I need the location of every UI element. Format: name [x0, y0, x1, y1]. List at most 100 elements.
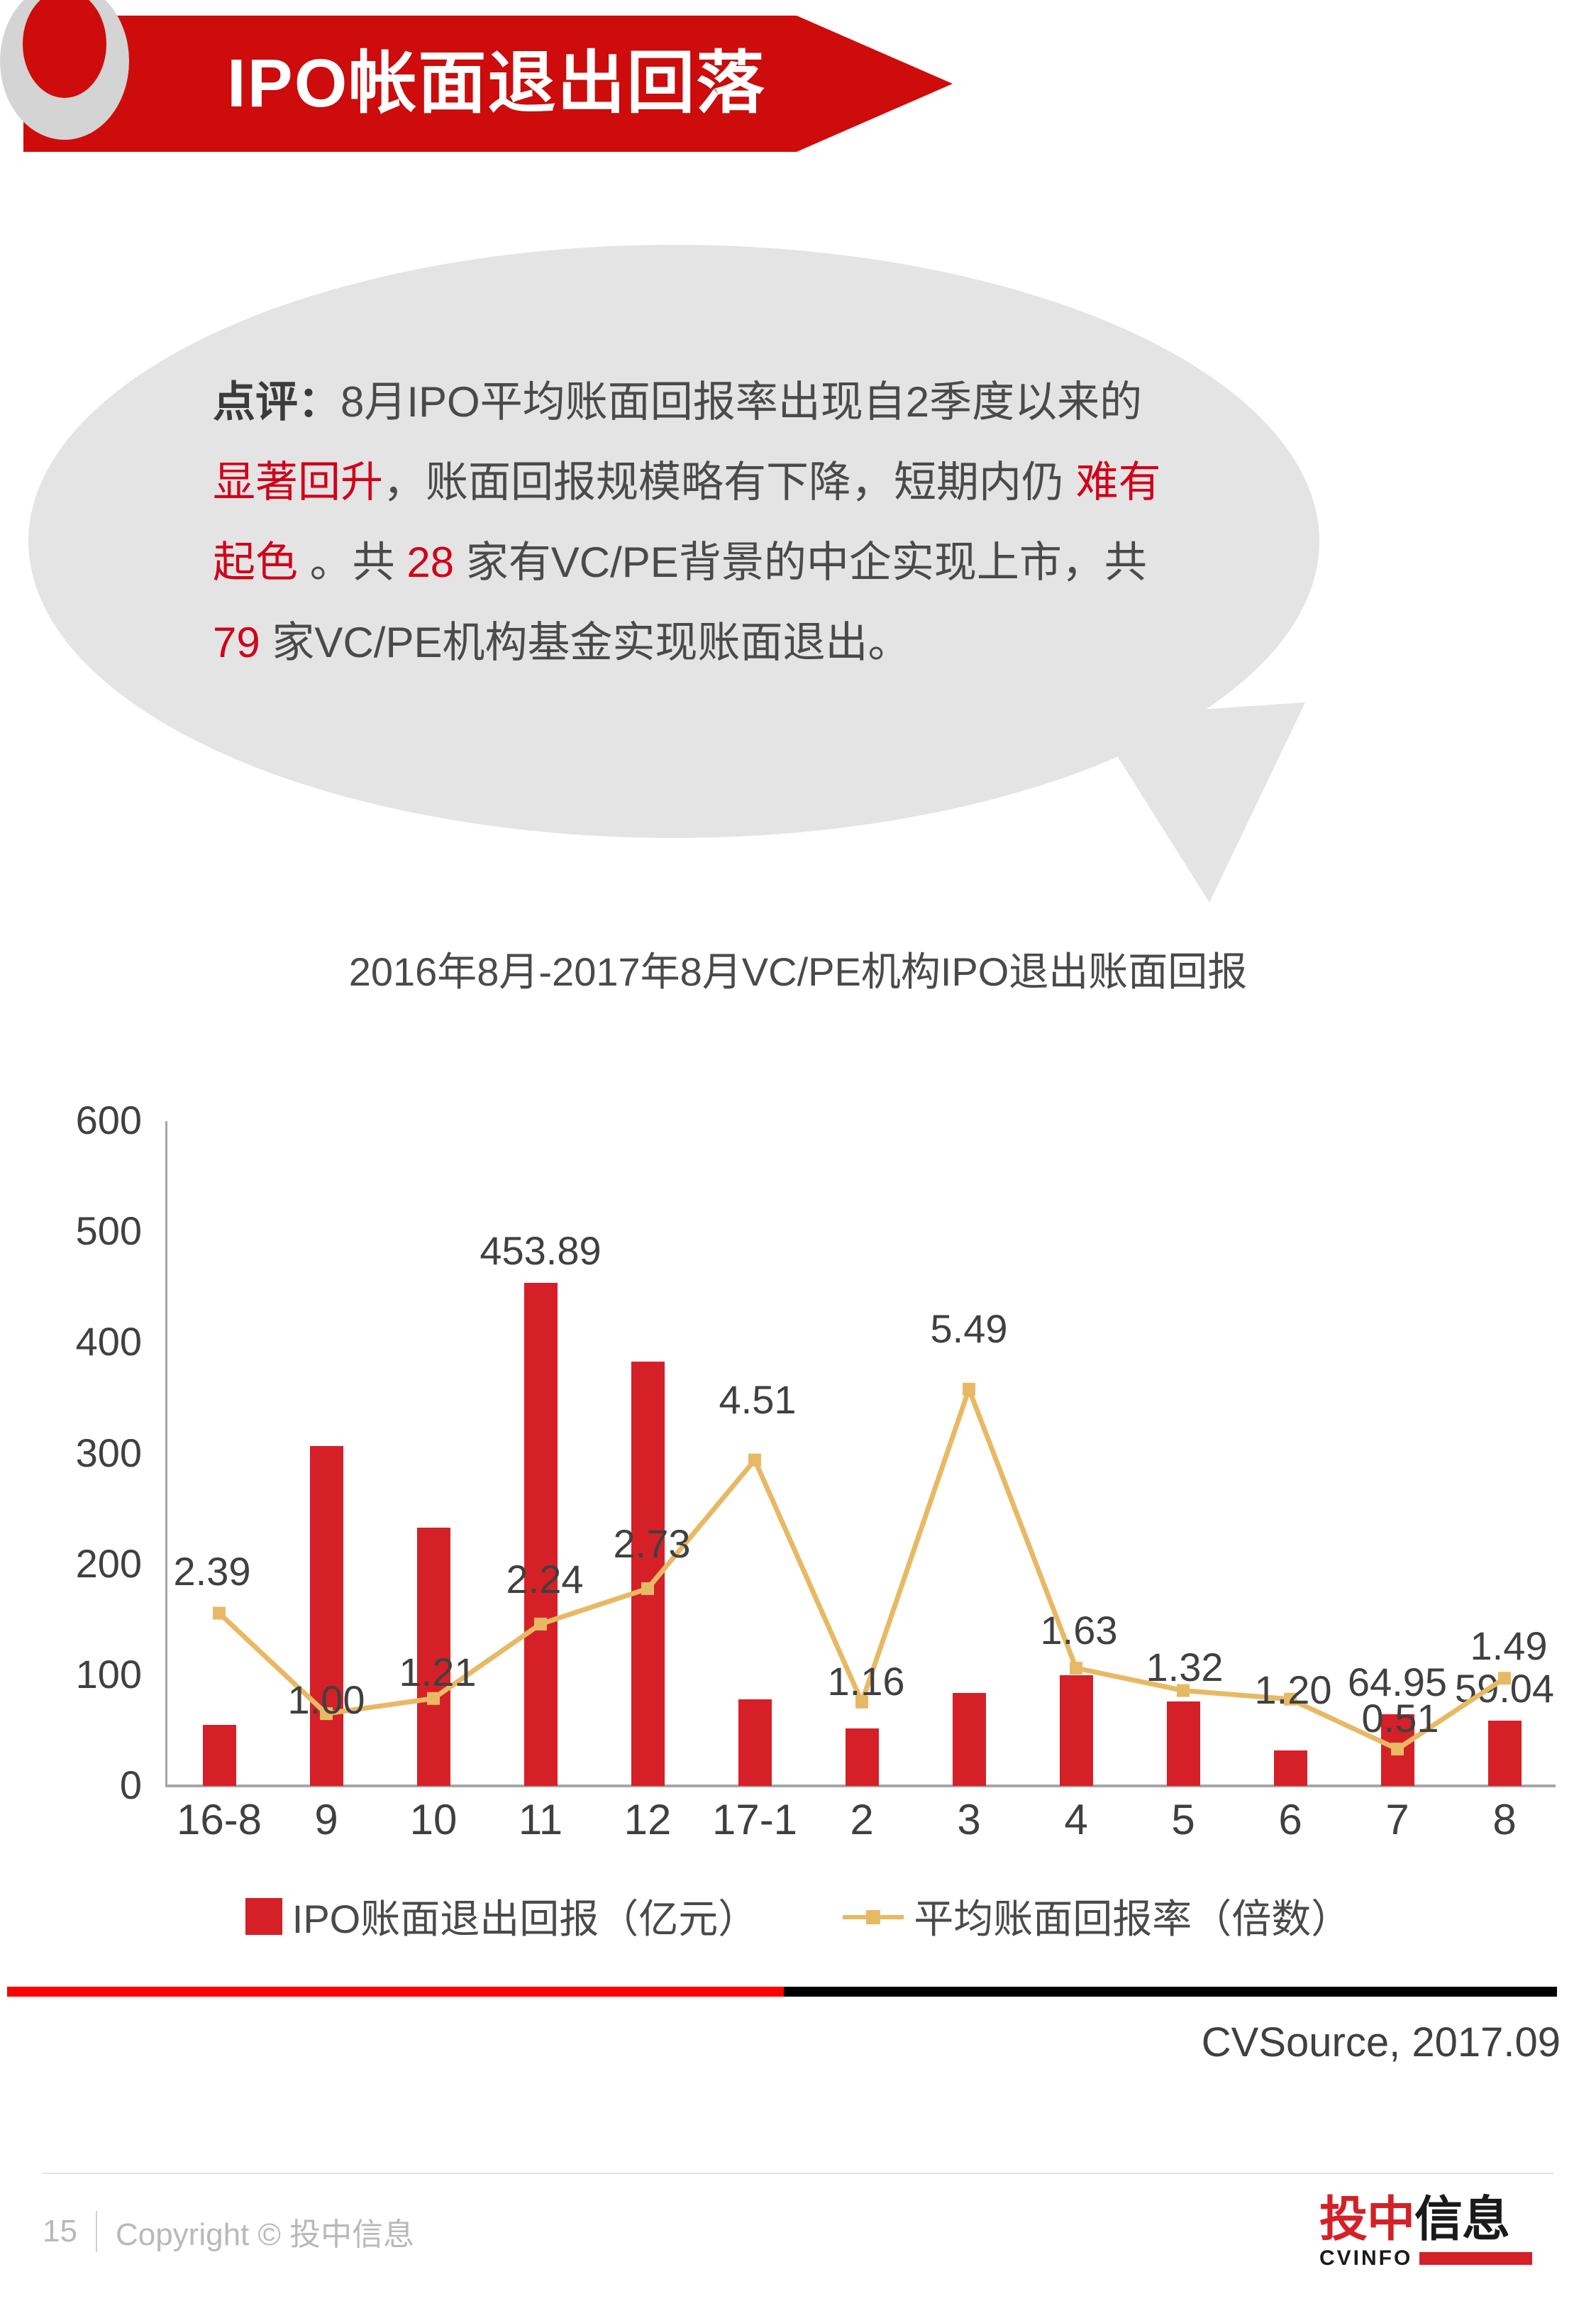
line-series	[213, 1381, 1511, 1756]
bar-label-7: 64.95	[1347, 1659, 1448, 1704]
logo-cn-black: 信息	[1414, 2192, 1510, 2246]
line-label-8: 1.49	[1470, 1623, 1548, 1669]
x-axis-tick-11: 11	[518, 1796, 563, 1843]
legend-line-label: 平均账面回报率（倍数）	[914, 1897, 1351, 1941]
page-number: 15	[43, 2214, 77, 2249]
line-label-5: 1.32	[1146, 1644, 1224, 1689]
bar-4[interactable]	[1059, 1675, 1093, 1786]
x-axis-tick-3: 3	[957, 1796, 981, 1843]
chart-source: CVSource, 2017.09	[1201, 2019, 1561, 2065]
bar-3[interactable]	[952, 1692, 986, 1786]
page-title: IPO帐面退出回落	[227, 45, 766, 121]
line-label-2: 1.16	[827, 1658, 905, 1704]
commentary-line3-dark-a: 。共	[309, 539, 395, 586]
line-label-7: 0.51	[1361, 1696, 1439, 1741]
y-axis-tick: 300	[75, 1430, 142, 1475]
x-axis-tick-4: 4	[1064, 1796, 1088, 1843]
line-marker-10[interactable]	[427, 1692, 440, 1705]
line-marker-4[interactable]	[1070, 1661, 1082, 1675]
line-label-11: 2.24	[506, 1556, 584, 1601]
chart-title: 2016年8月-2017年8月VC/PE机构IPO退出账面回报	[348, 949, 1248, 994]
commentary-highlight-1: 显著回升	[213, 458, 383, 506]
x-axis-tick-8: 8	[1492, 1796, 1517, 1843]
line-marker-6[interactable]	[1284, 1692, 1297, 1706]
brand-logo: 投中信息 CVINFO	[1319, 2194, 1532, 2279]
line-marker-8[interactable]	[1498, 1672, 1511, 1685]
x-axis-tick-16-8: 16-8	[176, 1796, 262, 1843]
y-axis-tick: 100	[75, 1651, 142, 1697]
y-axis-tick: 400	[75, 1319, 142, 1364]
copyright-text: Copyright © 投中信息	[115, 2217, 415, 2252]
bar-8[interactable]	[1487, 1720, 1522, 1786]
commentary-line1-rest: 8月IPO平均账面回报率出现自2季度以来的	[340, 378, 1143, 426]
section-divider	[7, 1987, 1557, 1997]
y-axis-tick: 500	[75, 1208, 142, 1254]
commentary-count-ipo: 28	[406, 539, 455, 586]
footer-divider	[43, 2173, 1553, 2174]
commentary-highlight-2: 难有	[1075, 458, 1161, 506]
legend-bar-swatch-icon	[245, 1897, 282, 1935]
bar-17-1[interactable]	[738, 1699, 772, 1786]
x-axis-tick-5: 5	[1171, 1796, 1195, 1843]
bar-16-8[interactable]	[202, 1725, 236, 1786]
commentary-line4-dark: 家VC/PE机构基金实现账面退出。	[272, 619, 911, 666]
y-axis-tick: 600	[75, 1098, 142, 1142]
bar-label-11: 453.89	[480, 1228, 602, 1274]
legend-bar-label: IPO账面退出回报（亿元）	[292, 1897, 758, 1941]
logo-red-bar	[1419, 2252, 1532, 2265]
legend-item-line[interactable]: 平均账面回报率（倍数）	[843, 1887, 1351, 1945]
y-axis-line	[165, 1121, 167, 1786]
line-label-16-8: 2.39	[173, 1548, 251, 1594]
commentary-line3-dark-b: 家有VC/PE背景的中企实现上市，共	[465, 539, 1147, 586]
decorative-ring-inner	[23, 0, 106, 98]
bar-5[interactable]	[1166, 1701, 1200, 1786]
y-axis-tick: 200	[75, 1540, 142, 1586]
x-axis-tick-12: 12	[624, 1796, 672, 1843]
line-label-9: 1.00	[287, 1677, 365, 1723]
commentary-line-1: 点评：8月IPO平均账面回报率出现自2季度以来的	[213, 362, 1305, 442]
header-banner-shape	[23, 16, 953, 152]
x-axis-tick-6: 6	[1278, 1796, 1302, 1843]
chart-legend: IPO账面退出回报（亿元） 平均账面回报率（倍数）	[0, 1887, 1596, 1945]
x-axis-tick-2: 2	[850, 1796, 874, 1843]
bar-2[interactable]	[845, 1728, 879, 1786]
line-marker-12[interactable]	[641, 1582, 654, 1595]
line-marker-2[interactable]	[855, 1695, 868, 1709]
commentary-highlight-3: 起色	[213, 539, 298, 586]
line-marker-3[interactable]	[963, 1382, 975, 1396]
line-label-17-1: 4.51	[719, 1377, 797, 1422]
y-axis-tick: 0	[119, 1762, 142, 1807]
line-label-12: 2.73	[613, 1521, 691, 1566]
bar-10[interactable]	[416, 1528, 450, 1786]
legend-line-swatch-icon	[843, 1898, 904, 1935]
commentary-line-2: 显著回升，账面回报规模略有下降，短期内仍 难有	[213, 442, 1305, 522]
line-marker-17-1[interactable]	[748, 1453, 761, 1467]
x-axis-tick-9: 9	[314, 1796, 338, 1843]
divider-black-segment	[784, 1987, 1557, 1997]
bar-6[interactable]	[1273, 1750, 1307, 1786]
line-label-4: 1.63	[1040, 1607, 1118, 1653]
footer-separator	[95, 2211, 97, 2252]
commentary-text: 点评：8月IPO平均账面回报率出现自2季度以来的 显著回升，账面回报规模略有下降…	[213, 362, 1305, 683]
bar-9[interactable]	[309, 1445, 343, 1786]
line-marker-16-8[interactable]	[213, 1606, 226, 1620]
line-marker-11[interactable]	[534, 1617, 547, 1631]
line-marker-7[interactable]	[1391, 1743, 1404, 1756]
commentary-line-4: 79 家VC/PE机构基金实现账面退出。	[213, 602, 1305, 683]
combo-chart: 600 500 400 300 200 100 0 453.89 64.95 59.04 2.3…	[0, 1096, 1596, 1843]
legend-item-bar[interactable]: IPO账面退出回报（亿元）	[245, 1887, 758, 1945]
logo-cn-red: 投中	[1319, 2192, 1415, 2246]
commentary-line-3: 起色 。共 28 家有VC/PE背景的中企实现上市，共	[213, 522, 1305, 602]
x-axis-tick-10: 10	[409, 1796, 458, 1843]
line-marker-9[interactable]	[320, 1707, 333, 1721]
decorative-ring-icon	[0, 0, 129, 140]
page-header: IPO帐面退出回落	[0, 0, 993, 184]
divider-red-segment	[7, 1987, 784, 1997]
logo-latin: CVINFO	[1319, 2246, 1413, 2270]
commentary-label: 点评	[213, 378, 298, 426]
bar-11[interactable]	[523, 1283, 558, 1786]
line-label-6: 1.20	[1254, 1667, 1332, 1712]
commentary-line2-dark: ，账面回报规模略有下降，短期内仍	[383, 458, 1064, 506]
line-marker-5[interactable]	[1177, 1684, 1190, 1697]
page-footer: 15 Copyright © 投中信息	[43, 2207, 414, 2256]
